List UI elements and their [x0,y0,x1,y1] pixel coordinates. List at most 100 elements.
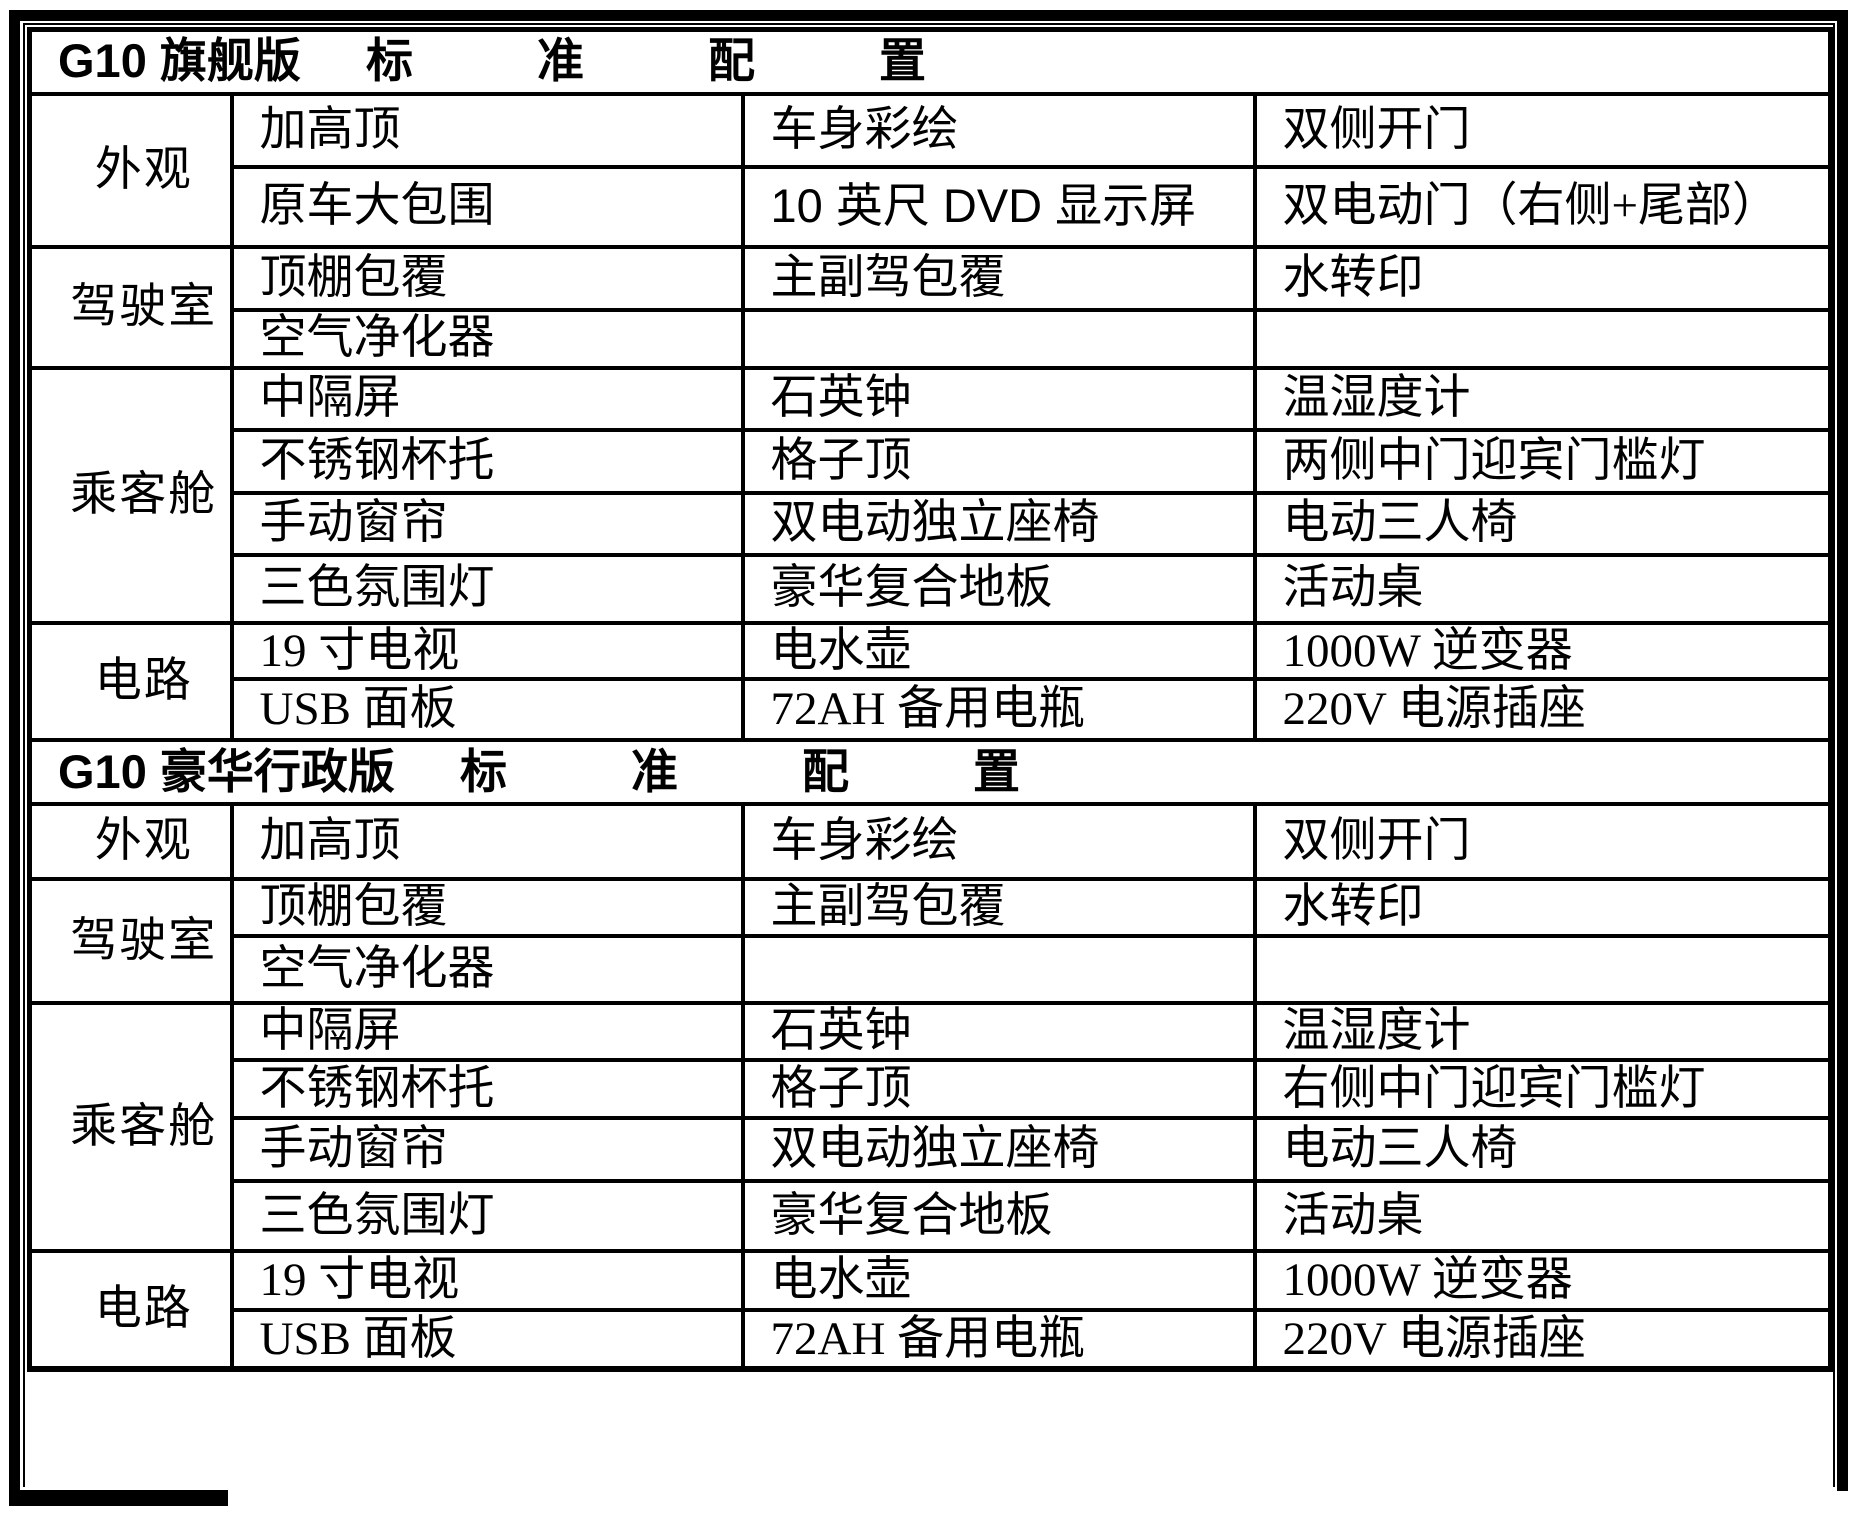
spec-cell: 1000W 逆变器 [1252,620,1833,682]
spec-cell: 中隔屏 [229,1001,745,1063]
spec-cell: 双侧开门 [1252,802,1833,882]
spec-cell: 空气净化器 [229,934,745,1006]
category-cell: 驾驶室 [27,877,234,1006]
spec-cell: 两侧中门迎宾门槛灯 [1252,427,1833,495]
title-spec-label: 标准配置 [365,34,1050,88]
spec-cell: 温湿度计 [1252,365,1833,432]
spec-cell: 中隔屏 [229,365,745,432]
spec-cell: 电水壶 [740,1249,1257,1313]
table-row: 空气净化器 [30,934,1833,1006]
spec-cell: 格子顶 [740,1058,1257,1121]
spec-cell [1252,934,1833,1006]
table-title: G10 旗舰版 标准配置 [27,27,1833,96]
spec-cell: 顶棚包覆 [229,877,745,939]
spec-cell: 三色氛围灯 [229,552,745,625]
spec-cell: 温湿度计 [1252,1001,1833,1063]
spec-cell [740,307,1257,370]
category-cell: 电路 [27,1249,234,1372]
spec-cell: 水转印 [1252,244,1833,312]
table-row: 驾驶室 顶棚包覆 主副驾包覆 水转印 [27,877,1833,1006]
page-inner-rule [23,23,1835,1487]
spec-cell: 不锈钢杯托 [229,1058,745,1121]
spec-cell: USB 面板 [229,1308,745,1372]
spec-cell: 电水壶 [740,620,1257,682]
category-cell: 电路 [27,620,234,743]
spec-cell: USB 面板 [229,677,745,743]
spec-cell: 10 英尺 DVD 显示屏 [740,164,1257,249]
spec-cell: 水转印 [1252,877,1833,939]
table-title-row: G10 旗舰版 标准配置 [27,27,1833,96]
category-cell: 外观 [27,802,234,882]
table-row: 驾驶室 顶棚包覆 主副驾包覆 水转印 [27,244,1833,370]
spec-cell: 双电动门（右侧+尾部） [1252,164,1833,249]
spec-cell: 格子顶 [740,427,1257,495]
category-cell: 乘客舱 [27,1001,234,1254]
spec-cell: 1000W 逆变器 [1252,1249,1833,1313]
table-row: 手动窗帘 双电动独立座椅 电动三人椅 [30,1116,1833,1184]
spec-cell: 豪华复合地板 [740,1179,1257,1254]
spec-cell: 顶棚包覆 [229,244,745,312]
spec-cell: 右侧中门迎宾门槛灯 [1252,1058,1833,1121]
spec-cell: 不锈钢杯托 [229,427,745,495]
title-model-name: G10 旗舰版 [58,34,301,88]
page-border-top [9,10,1848,21]
spec-cell: 原车大包围 [229,164,745,249]
spec-cell: 活动桌 [1252,1179,1833,1254]
spec-cell: 空气净化器 [229,307,745,370]
page-border-bottom-partial [14,1490,228,1506]
spec-cell: 双电动独立座椅 [740,490,1257,557]
spec-cell: 手动窗帘 [229,1116,745,1184]
table-row: 空气净化器 [30,307,1833,370]
table-title: G10 豪华行政版 标准配置 [27,738,1833,807]
spec-cell [1252,307,1833,370]
spec-table-body: G10 旗舰版 标准配置 外观 加高顶 车身彩绘 双侧开门 原车大包围 10 英尺 DVD … [27,27,1833,1372]
spec-cell: 加高顶 [229,802,745,882]
spec-cell: 石英钟 [740,1001,1257,1063]
table-row: 不锈钢杯托 格子顶 右侧中门迎宾门槛灯 [30,1058,1833,1121]
spec-cell: 加高顶 [229,91,745,169]
spec-cell: 220V 电源插座 [1252,1308,1833,1372]
spec-cell: 双侧开门 [1252,91,1833,169]
spec-cell: 豪华复合地板 [740,552,1257,625]
table-row: 三色氛围灯 豪华复合地板 活动桌 [30,552,1833,625]
table-row: USB 面板 72AH 备用电瓶 220V 电源插座 [30,1308,1833,1372]
spec-cell: 活动桌 [1252,552,1833,625]
spec-cell [740,934,1257,1006]
spec-table: G10 旗舰版 标准配置 外观 加高顶 车身彩绘 双侧开门 原车大包围 10 英尺 DVD … [27,27,1834,1373]
table-row: 不锈钢杯托 格子顶 两侧中门迎宾门槛灯 [30,427,1833,495]
table-row: 乘客舱 中隔屏 石英钟 温湿度计 [27,1001,1833,1254]
table-row: 手动窗帘 双电动独立座椅 电动三人椅 [30,490,1833,557]
spec-cell: 电动三人椅 [1252,490,1833,557]
table-row: 外观 加高顶 车身彩绘 双侧开门 [27,802,1833,882]
spec-cell: 双电动独立座椅 [740,1116,1257,1184]
title-spec-label: 标准配置 [459,744,1144,798]
spec-cell: 19 寸电视 [229,620,745,682]
spec-cell: 主副驾包覆 [740,877,1257,939]
table-title-row: G10 豪华行政版 标准配置 [27,738,1833,807]
table-row: 电路 19 寸电视 电水壶 1000W 逆变器 [27,620,1833,743]
spec-cell: 石英钟 [740,365,1257,432]
table-row: 外观 加高顶 车身彩绘 双侧开门 [27,91,1833,249]
page-border-left [9,10,20,1506]
spec-cell: 主副驾包覆 [740,244,1257,312]
spec-cell: 72AH 备用电瓶 [740,677,1257,743]
category-cell: 乘客舱 [27,365,234,625]
spec-cell: 车身彩绘 [740,91,1257,169]
spec-cell: 手动窗帘 [229,490,745,557]
category-cell: 外观 [27,91,234,249]
table-row: USB 面板 72AH 备用电瓶 220V 电源插座 [30,677,1833,743]
spec-cell: 72AH 备用电瓶 [740,1308,1257,1372]
table-row: 乘客舱 中隔屏 石英钟 温湿度计 [27,365,1833,625]
table-row: 三色氛围灯 豪华复合地板 活动桌 [30,1179,1833,1254]
spec-cell: 电动三人椅 [1252,1116,1833,1184]
spec-cell: 三色氛围灯 [229,1179,745,1254]
title-model-name: G10 豪华行政版 [58,744,395,798]
table-row: 电路 19 寸电视 电水壶 1000W 逆变器 [27,1249,1833,1372]
spec-cell: 220V 电源插座 [1252,677,1833,743]
table-row: 原车大包围 10 英尺 DVD 显示屏 双电动门（右侧+尾部） [30,164,1833,249]
page-border-right [1837,10,1848,1491]
category-cell: 驾驶室 [27,244,234,370]
spec-cell: 19 寸电视 [229,1249,745,1313]
spec-cell: 车身彩绘 [740,802,1257,882]
